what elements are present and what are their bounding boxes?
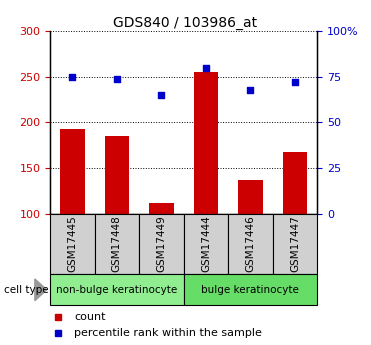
- Bar: [149, 203, 174, 214]
- Point: [114, 76, 120, 81]
- Point: [158, 92, 164, 98]
- Text: percentile rank within the sample: percentile rank within the sample: [74, 328, 262, 338]
- Bar: [50, 274, 184, 305]
- Text: cell type: cell type: [4, 285, 48, 295]
- Text: bulge keratinocyte: bulge keratinocyte: [201, 285, 299, 295]
- Bar: [228, 214, 273, 274]
- Bar: [105, 136, 129, 214]
- Bar: [95, 214, 139, 274]
- Text: GSM17447: GSM17447: [290, 216, 300, 273]
- Text: GSM17444: GSM17444: [201, 216, 211, 273]
- Text: GSM17449: GSM17449: [157, 216, 166, 273]
- Point: [247, 87, 253, 92]
- Text: non-bulge keratinocyte: non-bulge keratinocyte: [56, 285, 177, 295]
- Point: [69, 74, 75, 80]
- Text: GSM17445: GSM17445: [68, 216, 77, 273]
- Bar: [194, 72, 218, 214]
- Bar: [50, 214, 95, 274]
- Point: [292, 79, 298, 85]
- Bar: [273, 214, 317, 274]
- Text: count: count: [74, 312, 106, 322]
- Bar: [184, 274, 317, 305]
- Bar: [238, 180, 263, 214]
- Text: GSM17446: GSM17446: [246, 216, 255, 273]
- Bar: [184, 214, 228, 274]
- Bar: [60, 129, 85, 214]
- Polygon shape: [35, 279, 47, 300]
- Point: [203, 65, 209, 70]
- Text: GSM17448: GSM17448: [112, 216, 122, 273]
- Text: GDS840 / 103986_at: GDS840 / 103986_at: [114, 16, 257, 30]
- Bar: [139, 214, 184, 274]
- Bar: [283, 152, 307, 214]
